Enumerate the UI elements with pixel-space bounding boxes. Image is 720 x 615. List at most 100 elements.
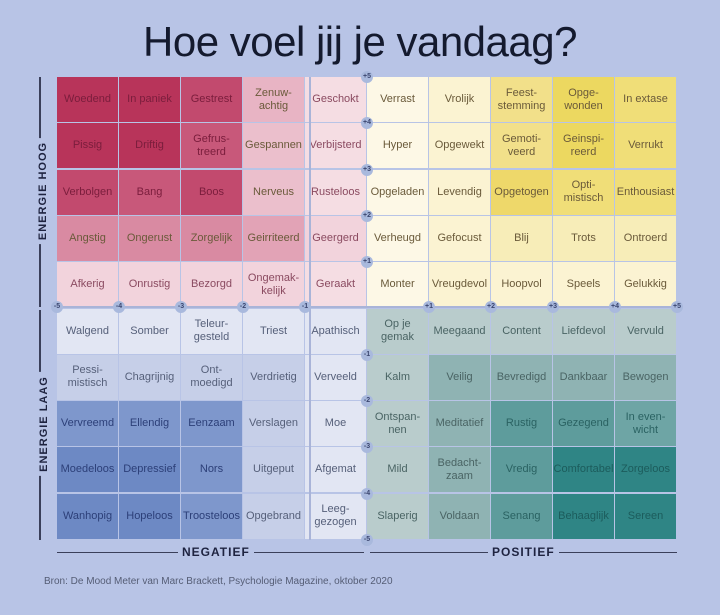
mood-cell: Opgetogen	[491, 169, 552, 215]
mood-cell: Wanhopig	[57, 493, 118, 539]
mood-cell: In paniek	[119, 77, 180, 122]
mood-cell: Mild	[367, 447, 428, 493]
y-tick: +1	[361, 256, 373, 269]
mood-cell: Zorgelijk	[181, 215, 242, 261]
mood-cell: Feest- stemming	[491, 77, 552, 122]
mood-cell: Bevredigd	[491, 354, 552, 400]
mood-cell: Ongerust	[119, 215, 180, 261]
mood-cell: Meegaand	[429, 308, 490, 354]
mood-cell: Gemoti- veerd	[491, 123, 552, 169]
mood-cell: Vreugdevol	[429, 262, 490, 308]
mood-cell: Opgeladen	[367, 169, 428, 215]
y-tick: +4	[361, 117, 373, 130]
mood-grid: Woedend In paniek Gestrest Zenuw- achtig Ges…	[57, 77, 677, 540]
energy-low-label: ENERGIE LAAG	[37, 372, 50, 476]
mood-cell: Walgend	[57, 308, 118, 354]
mood-cell: Comfortabel	[553, 447, 614, 493]
mood-cell: Rusteloos	[305, 169, 366, 215]
mood-cell: Gefocust	[429, 215, 490, 261]
mood-cell: Moedeloos	[57, 447, 118, 493]
mood-cell: Geinspi- reerd	[553, 123, 614, 169]
mood-cell: Liefdevol	[553, 308, 614, 354]
mood-cell: Somber	[119, 308, 180, 354]
mood-cell: Opgewekt	[429, 123, 490, 169]
mood-cell: Ellendig	[119, 401, 180, 447]
mood-cell: Gefrus- treerd	[181, 123, 242, 169]
mood-cell: Nerveus	[243, 169, 304, 215]
mood-cell: Rustig	[491, 401, 552, 447]
mood-cell: Onrustig	[119, 262, 180, 308]
mood-cell: Vervreemd	[57, 401, 118, 447]
mood-cell: Opgebrand	[243, 493, 304, 539]
mood-cell: Leeg- gezogen	[305, 493, 366, 539]
mood-cell: Gespannen	[243, 123, 304, 169]
x-tick: +4	[609, 301, 621, 313]
mood-cell: Senang	[491, 493, 552, 539]
mood-cell: Verbolgen	[57, 169, 118, 215]
mood-cell: Blij	[491, 215, 552, 261]
mood-cell: Afkerig	[57, 262, 118, 308]
mood-cell: Hoopvol	[491, 262, 552, 308]
mood-cell: In even- wicht	[615, 401, 676, 447]
x-tick: +3	[547, 301, 559, 313]
mood-cell: Trots	[553, 215, 614, 261]
y-tick: -1	[361, 348, 373, 361]
page-title: Hoe voel jij je vandaag?	[143, 18, 577, 65]
mood-cell: Gezegend	[553, 401, 614, 447]
y-tick: -4	[361, 487, 373, 500]
mood-cell: Verrukt	[615, 123, 676, 169]
mood-cell: Sereen	[615, 493, 676, 539]
mood-cell: Geraakt	[305, 262, 366, 308]
x-tick: +2	[485, 301, 497, 313]
mood-cell: Bang	[119, 169, 180, 215]
mood-cell: Angstig	[57, 215, 118, 261]
mood-cell: Pissig	[57, 123, 118, 169]
mood-cell: Meditatief	[429, 401, 490, 447]
mood-cell: Monter	[367, 262, 428, 308]
mood-cell: Moe	[305, 401, 366, 447]
mood-cell: Woedend	[57, 77, 118, 122]
mood-cell: Zorgeloos	[615, 447, 676, 493]
mood-cell: Troosteloos	[181, 493, 242, 539]
mood-cell: Gestrest	[181, 77, 242, 122]
mood-cell: Apathisch	[305, 308, 366, 354]
y-tick: -5	[361, 534, 373, 546]
mood-cell: Verdrietig	[243, 354, 304, 400]
mood-cell: Ongemak- kelijk	[243, 262, 304, 308]
mood-cell: Geschokt	[305, 77, 366, 122]
mood-cell: Depressief	[119, 447, 180, 493]
mood-cell: Vrolijk	[429, 77, 490, 122]
y-tick: -2	[361, 395, 373, 408]
mood-cell: Opti- mistisch	[553, 169, 614, 215]
x-tick: -4	[113, 301, 125, 313]
mood-cell: Uitgeput	[243, 447, 304, 493]
mood-cell: Voldaan	[429, 493, 490, 539]
source-caption: Bron: De Mood Meter van Marc Brackett, P…	[44, 576, 393, 587]
mood-cell: Geirriteerd	[243, 215, 304, 261]
mood-cell: Hyper	[367, 123, 428, 169]
mood-cell: Teleur- gesteld	[181, 308, 242, 354]
mood-cell: Enthousiast	[615, 169, 676, 215]
mood-cell: Op je gemak	[367, 308, 428, 354]
mood-cell: Ont- moedigd	[181, 354, 242, 400]
mood-cell: Pessi- mistisch	[57, 354, 118, 400]
mood-cell: Ontspan- nen	[367, 401, 428, 447]
mood-cell: Dankbaar	[553, 354, 614, 400]
energy-high-label: ENERGIE HOOG	[37, 137, 50, 245]
mood-cell: Geergerd	[305, 215, 366, 261]
mood-cell: Levendig	[429, 169, 490, 215]
mood-cell: Chagrijnig	[119, 354, 180, 400]
mood-cell: Veilig	[429, 354, 490, 400]
positive-label: POSITIEF	[488, 545, 559, 559]
x-tick: -1	[299, 301, 311, 313]
mood-cell: Driftig	[119, 123, 180, 169]
mood-cell: Bedacht- zaam	[429, 447, 490, 493]
mood-cell: Gelukkig	[615, 262, 676, 308]
mood-cell: Triest	[243, 308, 304, 354]
x-tick: +5	[671, 301, 683, 313]
mood-cell: In extase	[615, 77, 676, 122]
y-tick: +3	[361, 163, 373, 176]
mood-cell: Verveeld	[305, 354, 366, 400]
mood-cell: Bewogen	[615, 354, 676, 400]
mood-cell: Verrast	[367, 77, 428, 122]
